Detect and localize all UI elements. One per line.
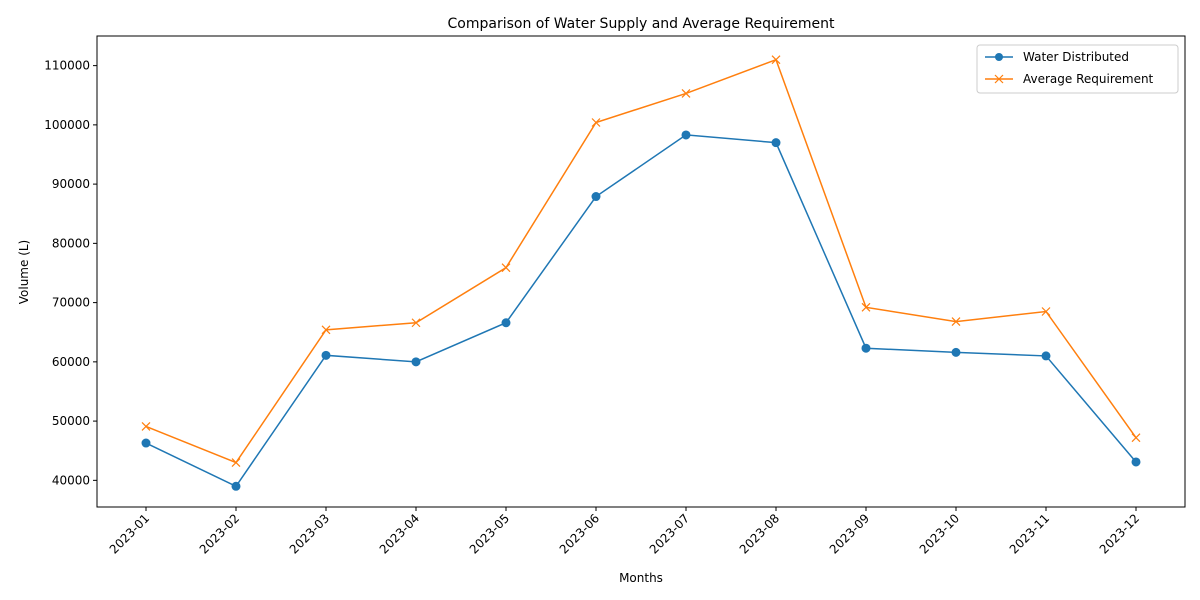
y-tick-label: 70000 [52, 296, 90, 310]
data-point [141, 422, 151, 431]
data-point [1041, 307, 1051, 316]
data-point [411, 357, 421, 367]
x-axis: 2023-01 2023-02 2023-03 2023-04 2023-05 2023-… [107, 507, 1142, 557]
data-point [1041, 351, 1051, 361]
series-line-0 [145, 134, 1137, 488]
legend-entry: Average Requirement [985, 72, 1154, 86]
y-tick-label: 60000 [52, 355, 90, 369]
data-point [501, 263, 511, 273]
x-tick-label: 2023-07 [647, 511, 692, 556]
data-point [321, 325, 331, 335]
legend-entry: Water Distributed [985, 50, 1129, 64]
x-tick-label: 2023-02 [197, 511, 242, 556]
data-point [681, 89, 691, 98]
data-point [591, 192, 601, 202]
data-point [411, 318, 421, 328]
legend-box [976, 44, 1179, 94]
x-tick-label: 2023-06 [557, 511, 602, 556]
data-point [231, 458, 241, 467]
x-tick-label: 2023-05 [467, 511, 512, 556]
data-point [591, 118, 601, 127]
x-tick-label: 2023-08 [737, 511, 782, 556]
data-point [1131, 457, 1141, 467]
data-point [861, 302, 871, 312]
legend-label: Average Requirement [1023, 72, 1154, 86]
legend-label: Water Distributed [1023, 50, 1129, 64]
y-tick-label: 40000 [52, 473, 90, 487]
series-line-1 [145, 58, 1137, 464]
y-axis-label: Volume (L) [17, 240, 31, 305]
legend: Water Distributed Average Requirement [976, 44, 1179, 94]
y-tick-label: 90000 [52, 177, 90, 191]
data-point [321, 350, 331, 360]
data-point [681, 130, 691, 140]
data-point [231, 481, 241, 491]
y-tick-label: 110000 [44, 59, 90, 73]
x-tick-label: 2023-10 [917, 511, 962, 556]
data-point [1131, 433, 1141, 443]
chart-title: Comparison of Water Supply and Average R… [448, 16, 835, 32]
x-axis-label: Months [619, 571, 663, 585]
data-point [771, 138, 781, 148]
x-tick-label: 2023-12 [1097, 511, 1142, 556]
data-point [501, 318, 511, 328]
x-tick-label: 2023-03 [287, 511, 332, 556]
data-point [771, 55, 781, 65]
x-tick-label: 2023-11 [1007, 511, 1052, 556]
series-layer [141, 55, 1141, 491]
data-point [951, 317, 961, 326]
x-tick-label: 2023-04 [377, 511, 422, 556]
y-axis: 40000 50000 60000 70000 80000 90000 100000 1100… [44, 59, 97, 487]
data-point [951, 347, 961, 357]
y-tick-label: 100000 [44, 118, 90, 132]
y-tick-label: 80000 [52, 236, 90, 250]
x-tick-label: 2023-01 [107, 511, 152, 556]
plot-area-frame [96, 35, 1186, 508]
x-tick-label: 2023-09 [827, 511, 872, 556]
data-point [861, 343, 871, 353]
data-point [141, 438, 151, 448]
y-tick-label: 50000 [52, 414, 90, 428]
